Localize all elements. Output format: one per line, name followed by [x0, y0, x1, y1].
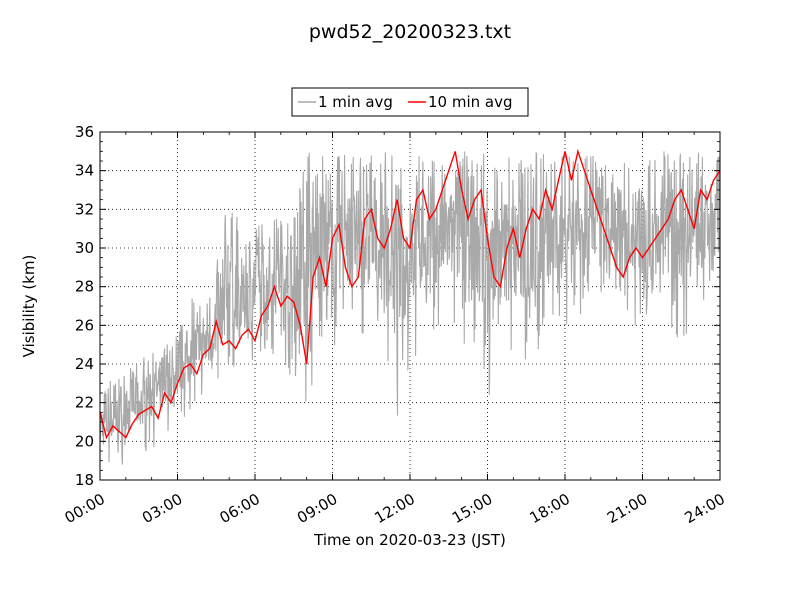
series-1min-avg: [99, 151, 721, 465]
legend: 1 min avg 10 min avg: [291, 87, 529, 117]
y-tick-label: 28: [75, 278, 94, 296]
y-tick-label: 24: [75, 355, 94, 373]
y-tick-label: 22: [75, 394, 94, 412]
x-tick-label: 21:00: [604, 490, 650, 527]
y-tick-label: 34: [75, 162, 94, 180]
x-tick-label: 15:00: [449, 490, 495, 527]
y-tick-label: 18: [75, 471, 94, 489]
x-axis-label: Time on 2020-03-23 (JST): [313, 531, 506, 549]
x-tick-label: 12:00: [372, 490, 418, 527]
legend-label-1min: 1 min avg: [318, 93, 393, 111]
legend-label-10min: 10 min avg: [428, 93, 513, 111]
y-tick-label: 26: [75, 316, 94, 334]
x-tick-label: 03:00: [139, 490, 185, 527]
x-tick-label: 24:00: [682, 490, 728, 527]
y-tick-label: 36: [75, 123, 94, 141]
x-tick-labels: 00:00 03:00 06:00 09:00 12:00 15:00 18:00 21:00…: [62, 490, 728, 527]
y-axis-label: Visibility (km): [20, 255, 38, 358]
series-line-1min-avg: [99, 151, 721, 465]
axis-ticks: [99, 131, 721, 481]
y-tick-label: 32: [75, 200, 94, 218]
x-tick-label: 00:00: [62, 490, 108, 527]
y-tick-labels: 18 20 22 24 26 28 30 32 34 36: [75, 123, 94, 489]
y-tick-label: 30: [75, 239, 94, 257]
series-10min-avg: [99, 148, 721, 440]
x-tick-label: 18:00: [527, 490, 573, 527]
series-line-10min-avg: [99, 148, 721, 440]
x-tick-label: 06:00: [217, 490, 263, 527]
x-tick-label: 09:00: [294, 490, 340, 527]
y-tick-label: 20: [75, 432, 94, 450]
chart-title: pwd52_20200323.txt: [309, 21, 511, 43]
